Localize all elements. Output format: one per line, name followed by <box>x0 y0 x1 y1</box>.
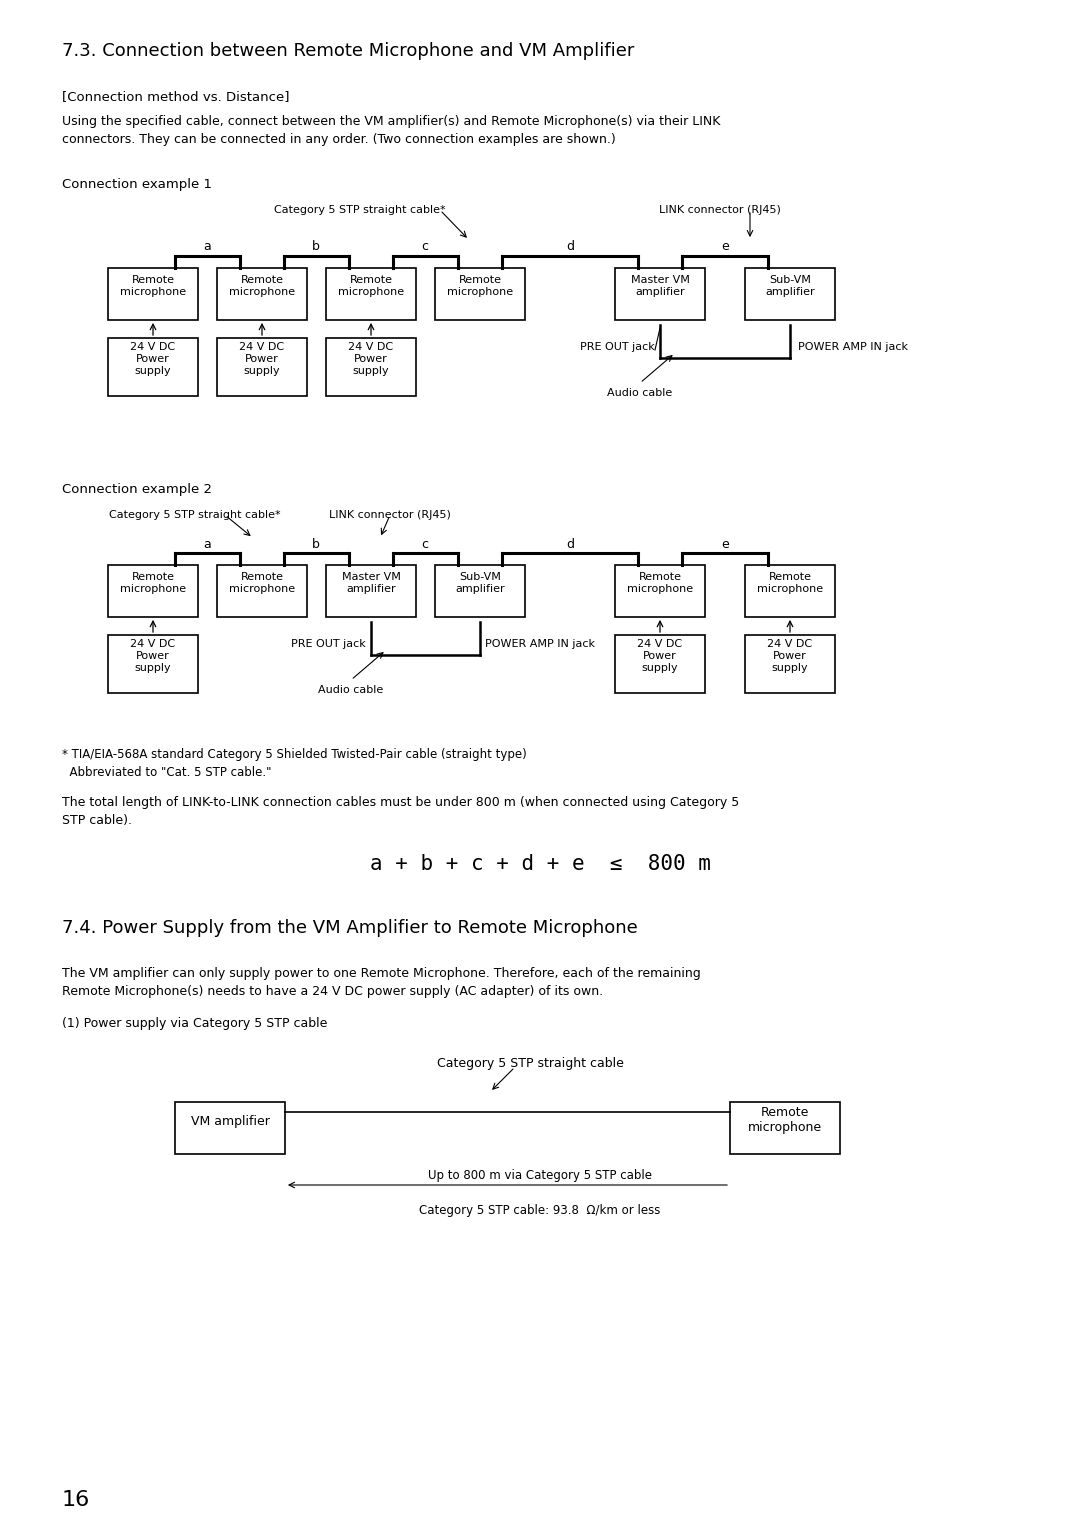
Text: a: a <box>203 538 211 552</box>
Bar <box>217 338 307 396</box>
Bar <box>678 565 686 575</box>
Text: Remote
microphone: Remote microphone <box>338 275 404 296</box>
Text: Remote
microphone: Remote microphone <box>120 571 186 594</box>
Bar <box>172 565 178 575</box>
Bar <box>765 267 771 277</box>
Text: Abbreviated to "Cat. 5 STP cable.": Abbreviated to "Cat. 5 STP cable." <box>62 766 271 779</box>
Bar <box>730 1102 840 1154</box>
Bar <box>326 338 416 396</box>
Text: a + b + c + d + e  ≤  800 m: a + b + c + d + e ≤ 800 m <box>369 854 711 874</box>
Bar <box>281 565 287 575</box>
Bar <box>615 267 705 319</box>
Text: POWER AMP IN jack: POWER AMP IN jack <box>485 639 595 649</box>
Text: Connection example 2: Connection example 2 <box>62 483 212 497</box>
Text: connectors. They can be connected in any order. (Two connection examples are sho: connectors. They can be connected in any… <box>62 133 616 147</box>
Bar <box>217 565 307 617</box>
Bar <box>108 267 198 319</box>
Text: PRE OUT jack: PRE OUT jack <box>292 639 366 649</box>
Text: d: d <box>566 538 573 552</box>
Bar <box>172 267 178 277</box>
Text: The VM amplifier can only supply power to one Remote Microphone. Therefore, each: The VM amplifier can only supply power t… <box>62 967 701 979</box>
Text: e: e <box>721 538 729 552</box>
Bar <box>346 267 352 277</box>
Text: c: c <box>421 538 429 552</box>
Text: Remote
microphone: Remote microphone <box>748 1106 822 1134</box>
Text: 24 V DC
Power
supply: 24 V DC Power supply <box>768 639 812 672</box>
Bar <box>108 338 198 396</box>
Text: 7.3. Connection between Remote Microphone and VM Amplifier: 7.3. Connection between Remote Microphon… <box>62 41 634 60</box>
Text: b: b <box>312 538 320 552</box>
Bar <box>390 565 396 575</box>
Text: (1) Power supply via Category 5 STP cable: (1) Power supply via Category 5 STP cabl… <box>62 1018 327 1030</box>
Bar <box>635 565 642 575</box>
Text: Connection example 1: Connection example 1 <box>62 177 212 191</box>
Text: 24 V DC
Power
supply: 24 V DC Power supply <box>637 639 683 672</box>
Bar <box>237 565 243 575</box>
Text: * TIA/EIA-568A standard Category 5 Shielded Twisted-Pair cable (straight type): * TIA/EIA-568A standard Category 5 Shiel… <box>62 749 527 761</box>
Bar <box>455 267 461 277</box>
Bar <box>326 267 416 319</box>
Text: POWER AMP IN jack: POWER AMP IN jack <box>798 342 908 351</box>
Text: Remote Microphone(s) needs to have a 24 V DC power supply (AC adapter) of its ow: Remote Microphone(s) needs to have a 24 … <box>62 986 603 998</box>
Text: Sub-VM
amplifier: Sub-VM amplifier <box>766 275 814 296</box>
Bar <box>390 267 396 277</box>
Bar <box>635 267 642 277</box>
Text: LINK connector (RJ45): LINK connector (RJ45) <box>659 205 781 215</box>
Bar <box>435 267 525 319</box>
Text: Category 5 STP straight cable*: Category 5 STP straight cable* <box>109 510 281 520</box>
Text: The total length of LINK-to-LINK connection cables must be under 800 m (when con: The total length of LINK-to-LINK connect… <box>62 796 739 808</box>
Text: VM amplifier: VM amplifier <box>190 1115 269 1129</box>
Text: Remote
microphone: Remote microphone <box>229 275 295 296</box>
Bar <box>108 565 198 617</box>
Text: Master VM
amplifier: Master VM amplifier <box>631 275 689 296</box>
Text: 24 V DC
Power
supply: 24 V DC Power supply <box>240 342 284 376</box>
Text: 7.4. Power Supply from the VM Amplifier to Remote Microphone: 7.4. Power Supply from the VM Amplifier … <box>62 918 638 937</box>
Text: PRE OUT jack: PRE OUT jack <box>580 342 654 351</box>
Text: Remote
microphone: Remote microphone <box>757 571 823 594</box>
Bar <box>326 565 416 617</box>
Text: 24 V DC
Power
supply: 24 V DC Power supply <box>131 342 176 376</box>
Text: Using the specified cable, connect between the VM amplifier(s) and Remote Microp: Using the specified cable, connect betwe… <box>62 115 720 128</box>
Text: a: a <box>203 240 211 254</box>
Text: b: b <box>312 240 320 254</box>
Text: c: c <box>421 240 429 254</box>
Text: [Connection method vs. Distance]: [Connection method vs. Distance] <box>62 90 289 102</box>
Text: Audio cable: Audio cable <box>607 388 673 397</box>
Text: Category 5 STP straight cable: Category 5 STP straight cable <box>436 1057 623 1070</box>
Bar <box>745 636 835 694</box>
Text: 16: 16 <box>62 1490 91 1510</box>
Bar <box>745 267 835 319</box>
Bar <box>175 1102 285 1154</box>
Text: 24 V DC
Power
supply: 24 V DC Power supply <box>349 342 393 376</box>
Text: Master VM
amplifier: Master VM amplifier <box>341 571 401 594</box>
Text: Remote
microphone: Remote microphone <box>447 275 513 296</box>
Text: STP cable).: STP cable). <box>62 814 132 827</box>
Bar <box>678 267 686 277</box>
Text: LINK connector (RJ45): LINK connector (RJ45) <box>329 510 451 520</box>
Text: e: e <box>721 240 729 254</box>
Text: Up to 800 m via Category 5 STP cable: Up to 800 m via Category 5 STP cable <box>428 1169 652 1183</box>
Text: Remote
microphone: Remote microphone <box>120 275 186 296</box>
Bar <box>108 636 198 694</box>
Text: Category 5 STP cable: 93.8  Ω/km or less: Category 5 STP cable: 93.8 Ω/km or less <box>419 1204 661 1216</box>
Text: Audio cable: Audio cable <box>319 685 383 695</box>
Text: 24 V DC
Power
supply: 24 V DC Power supply <box>131 639 176 672</box>
Bar <box>499 267 505 277</box>
Text: Sub-VM
amplifier: Sub-VM amplifier <box>455 571 504 594</box>
Text: Remote
microphone: Remote microphone <box>229 571 295 594</box>
Bar <box>615 565 705 617</box>
Bar <box>499 565 505 575</box>
Bar <box>745 565 835 617</box>
Bar <box>435 565 525 617</box>
Bar <box>455 565 461 575</box>
Bar <box>346 565 352 575</box>
Bar <box>217 267 307 319</box>
Bar <box>765 565 771 575</box>
Text: Remote
microphone: Remote microphone <box>626 571 693 594</box>
Bar <box>615 636 705 694</box>
Text: Category 5 STP straight cable*: Category 5 STP straight cable* <box>274 205 446 215</box>
Bar <box>237 267 243 277</box>
Bar <box>281 267 287 277</box>
Text: d: d <box>566 240 573 254</box>
